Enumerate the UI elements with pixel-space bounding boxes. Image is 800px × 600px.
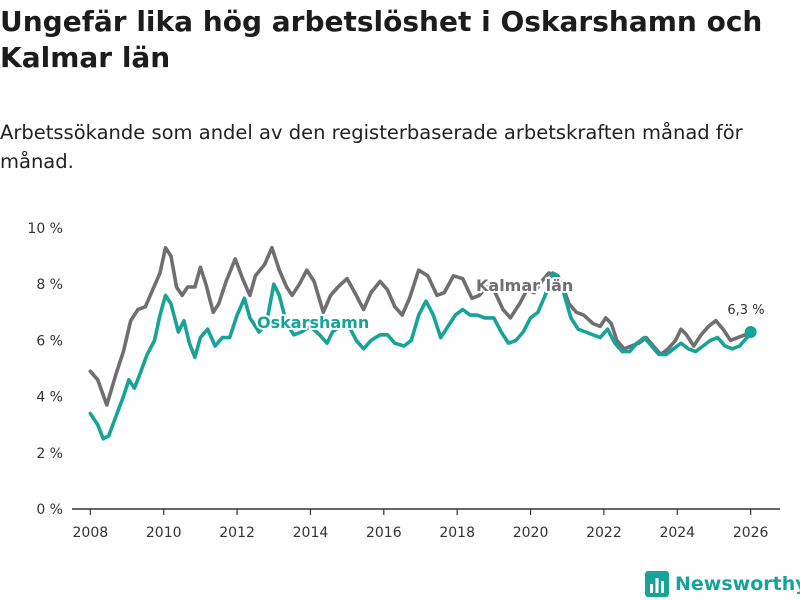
page-subtitle: Arbetssökande som andel av den registerb… (0, 121, 743, 173)
series-label-kalmar: Kalmar län (476, 276, 573, 295)
x-tick-label: 2018 (439, 525, 475, 541)
x-tick-label: 2014 (293, 525, 329, 541)
series-line-oskarshamn (88, 271, 753, 441)
end-point-marker (744, 325, 757, 338)
brand-name: Newsworthy (675, 573, 800, 595)
x-tick-label: 2010 (146, 525, 182, 541)
y-tick-label: 8 % (36, 277, 63, 293)
label-layer: Kalmar län Oskarshamn 6,3 % (255, 274, 766, 334)
end-value-label: 6,3 % (727, 303, 764, 318)
x-axis: 2008 2010 2012 2014 2016 2018 2020 2022 2024 2026 (72, 508, 780, 541)
x-tick-label: 2012 (219, 525, 255, 541)
y-tick-label: 10 % (27, 221, 63, 237)
x-tick-label: 2016 (366, 525, 402, 541)
series-line-kalmar (88, 245, 753, 407)
y-tick-label: 4 % (36, 390, 63, 406)
x-tick-label: 2026 (733, 525, 769, 541)
x-tick-label: 2024 (659, 525, 695, 541)
y-tick-label: 6 % (36, 333, 63, 349)
x-tick-label: 2022 (586, 525, 622, 541)
page-title: Ungefär lika hög arbetslöshet i Oskarsha… (0, 5, 763, 74)
series-layer (88, 245, 757, 441)
bar-chart-logo-icon (645, 571, 669, 597)
y-tick-label: 0 % (36, 502, 63, 518)
y-axis: 0 % 2 % 4 % 6 % 8 % 10 % (27, 221, 63, 518)
series-label-oskarshamn: Oskarshamn (257, 313, 369, 332)
x-tick-label: 2020 (513, 525, 549, 541)
y-tick-label: 2 % (36, 446, 63, 462)
x-tick-label: 2008 (73, 525, 109, 541)
brand-logo: Newsworthy (645, 570, 800, 598)
